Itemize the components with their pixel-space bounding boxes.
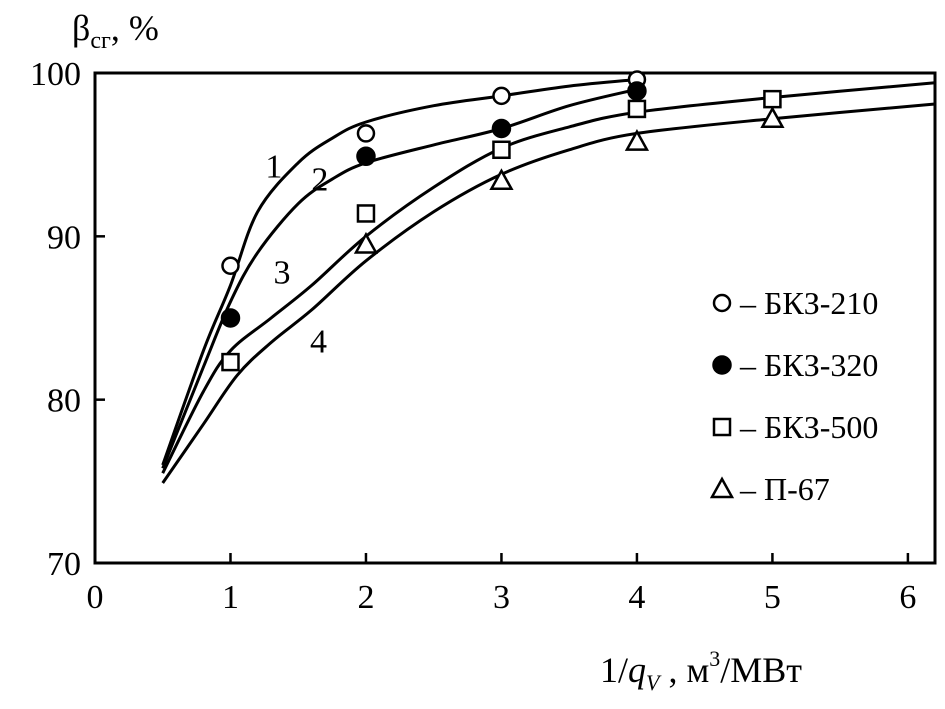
data-point-circle-filled <box>356 146 376 167</box>
data-point-square-open <box>356 204 376 223</box>
x-tick-label: 0 <box>87 579 104 616</box>
y-tick-label: 100 <box>30 56 81 93</box>
curve-2 <box>161 87 638 469</box>
legend-entry: – БКЗ-320 <box>739 347 878 383</box>
data-point-triangle-open <box>624 129 650 151</box>
x-tick-label: 1 <box>222 579 239 616</box>
y-tick-label: 90 <box>47 219 81 256</box>
curve-label-2: 2 <box>311 162 328 199</box>
x-tick-label: 4 <box>628 579 645 616</box>
curve-1 <box>161 78 638 466</box>
y-axis-label: βсг, % <box>72 8 159 54</box>
legend-entry: – П-67 <box>739 471 830 507</box>
curve-label-1: 1 <box>265 149 282 186</box>
data-point-circle-open <box>356 124 376 143</box>
legend-marker-circle-filled <box>712 355 732 375</box>
data-point-square-open <box>221 352 240 372</box>
data-point-circle-open <box>492 86 511 106</box>
curve-label-4: 4 <box>310 323 327 360</box>
data-point-square-open <box>627 99 647 119</box>
data-point-circle-open <box>221 256 240 275</box>
data-point-square-open <box>763 89 782 109</box>
curve-3 <box>161 81 936 474</box>
plot-frame <box>93 71 937 565</box>
data-point-triangle-open <box>489 168 514 191</box>
legend: – БКЗ-210 – БКЗ-320 – БКЗ-500 – П-67 <box>709 285 878 507</box>
legend-entry: – БКЗ-210 <box>739 285 878 321</box>
data-point-triangle-open <box>353 231 379 254</box>
data-point-triangle-open <box>760 106 785 128</box>
legend-entry: – БКЗ-500 <box>739 409 878 445</box>
curve-label-3: 3 <box>273 255 290 292</box>
data-point-circle-filled <box>627 81 647 101</box>
curve-4 <box>161 102 936 484</box>
x-tick-label: 6 <box>899 579 916 616</box>
x-axis-label: 1/qV , м3/МВт <box>600 646 802 695</box>
legend-marker-triangle-open <box>709 476 735 499</box>
y-tick-label: 70 <box>47 546 81 583</box>
x-tick-label: 5 <box>764 579 781 616</box>
x-tick-label: 3 <box>493 579 510 616</box>
y-tick-label: 80 <box>47 383 81 420</box>
x-tick-label: 2 <box>357 579 374 616</box>
legend-marker-square-open <box>712 417 732 437</box>
data-point-circle-filled <box>491 118 512 139</box>
legend-marker-circle-open <box>712 293 732 313</box>
data-point-circle-filled <box>220 308 241 328</box>
data-point-square-open <box>492 140 511 160</box>
